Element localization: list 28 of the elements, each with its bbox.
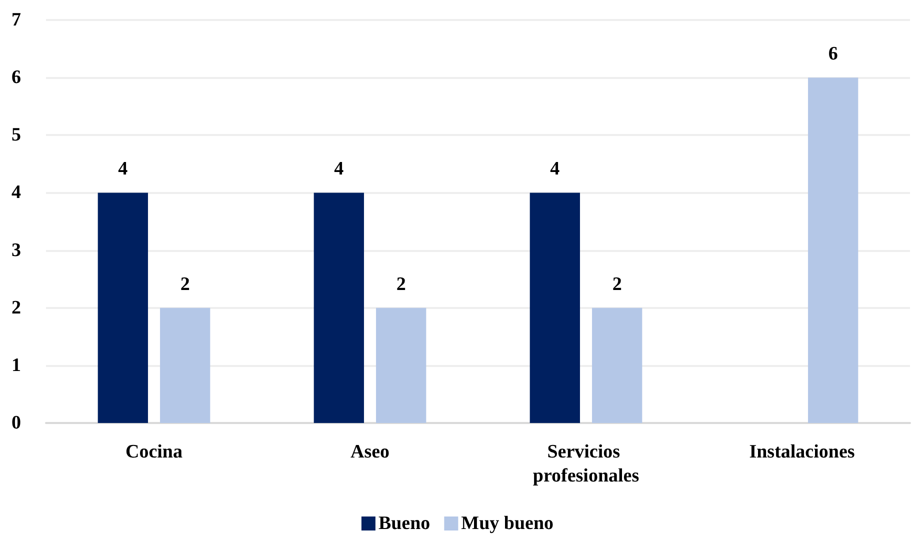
x-tick-label: Aseo: [350, 442, 390, 462]
x-tick-label: Servicios profesionales: [532, 442, 640, 486]
data-label: 2: [396, 274, 406, 295]
legend-label: Muy bueno: [461, 513, 554, 534]
y-tick-label: 4: [12, 182, 22, 204]
data-label: 4: [334, 158, 344, 180]
bar: [808, 78, 858, 423]
y-tick-label: 2: [12, 297, 21, 318]
data-label: 4: [118, 158, 128, 180]
y-tick-label: 3: [12, 240, 21, 261]
y-tick-label: 7: [12, 10, 22, 30]
bar: [376, 308, 426, 423]
x-tick-label: Cocina: [126, 442, 183, 462]
y-tick-label: 6: [12, 67, 21, 88]
data-label: 2: [612, 274, 622, 295]
y-tick-label: 5: [12, 124, 21, 146]
data-label: 2: [180, 274, 190, 295]
bar: [592, 308, 642, 423]
y-tick-label: 1: [12, 354, 21, 376]
bar: [98, 192, 148, 423]
data-label: 4: [550, 158, 560, 180]
y-tick-label: 0: [12, 412, 21, 434]
data-label: 6: [828, 44, 838, 65]
bar: [160, 308, 210, 423]
bar: [314, 192, 364, 423]
legend-label: Bueno: [378, 513, 430, 534]
x-tick-label: Instalaciones: [749, 442, 855, 462]
bar: [530, 192, 580, 423]
